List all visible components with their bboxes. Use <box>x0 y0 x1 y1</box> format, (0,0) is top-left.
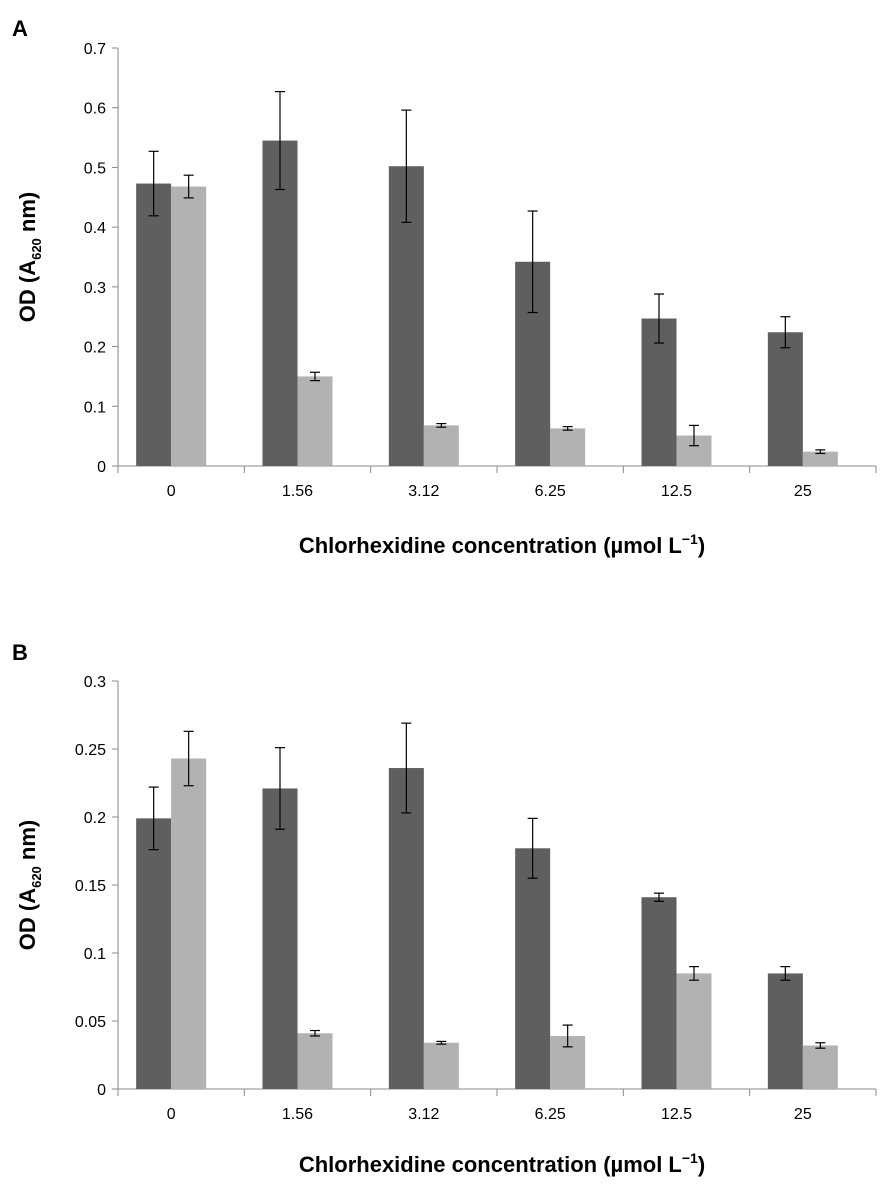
chart-b-x-tick-label: 6.25 <box>535 1106 566 1123</box>
chart-b-bar-series2 <box>676 973 712 1089</box>
chart-b-y-tick-label: 0.15 <box>75 878 106 895</box>
chart-b-bar-series1 <box>262 788 298 1089</box>
chart-a-panel-letter: A <box>12 16 28 41</box>
chart-a-bar-series2 <box>802 451 838 466</box>
chart-a-y-axis-title: OD (A620 nm) <box>15 192 44 322</box>
chart-b-bar-series1 <box>515 848 551 1089</box>
chart-b-x-axis-title: Chlorhexidine concentration (µmol L−1) <box>299 1150 705 1177</box>
chart-panel-a: A 0 0.1 0.2 0.3 0.4 0.5 0.6 0.7 0 1.56 3.12 6.25 12.5… <box>0 0 889 560</box>
chart-b: B 0 0.05 0.1 0.15 0.2 0.25 0.3 0 1.56 3.12 6.25 12.5… <box>12 640 877 1177</box>
chart-a-y-tick-label: 0.1 <box>84 399 106 416</box>
chart-a-x-tick-label: 12.5 <box>661 483 692 500</box>
chart-a-x-tick-label: 25 <box>794 483 812 500</box>
chart-b-y-axis-title: OD (A620 nm) <box>15 820 44 950</box>
chart-panel-b: B 0 0.05 0.1 0.15 0.2 0.25 0.3 0 1.56 3.12 6.25 12.5… <box>0 632 889 1190</box>
chart-b-bar-series1 <box>136 818 172 1089</box>
chart-b-y-tick-label: 0.2 <box>84 810 106 827</box>
chart-a-y-tick-label: 0.2 <box>84 340 106 357</box>
chart-b-bar-series2 <box>171 758 207 1089</box>
chart-a-x-tick-label: 1.56 <box>282 483 313 500</box>
chart-a-bar-series2 <box>297 376 333 466</box>
chart-a-y-tick-label: 0.7 <box>84 41 106 58</box>
chart-a-bar-series2 <box>423 425 459 466</box>
chart-b-bar-series1 <box>388 768 424 1089</box>
chart-a-x-tick-label: 0 <box>167 483 176 500</box>
chart-a-bar-series1 <box>767 332 803 466</box>
chart-b-x-tick-label: 25 <box>794 1106 812 1123</box>
chart-b-bar-series2 <box>297 1033 333 1089</box>
chart-b-y-tick-label: 0.1 <box>84 946 106 963</box>
chart-b-bar-series1 <box>641 897 677 1089</box>
chart-b-y-tick-label: 0.3 <box>84 674 106 691</box>
chart-a-bar-series2 <box>171 186 207 466</box>
chart-a-x-tick-label: 3.12 <box>408 483 439 500</box>
chart-b-x-tick-label: 1.56 <box>282 1106 313 1123</box>
chart-b-panel-letter: B <box>12 640 28 665</box>
chart-b-x-tick-label: 12.5 <box>661 1106 692 1123</box>
chart-a-bar-series2 <box>550 428 586 466</box>
chart-b-x-tick-label: 3.12 <box>408 1106 439 1123</box>
chart-a-bar-series1 <box>262 140 298 467</box>
chart-a-x-tick-label: 6.25 <box>535 483 566 500</box>
chart-a-x-axis-title: Chlorhexidine concentration (µmol L−1) <box>299 531 705 558</box>
chart-a-y-tick-label: 0.5 <box>84 160 106 177</box>
chart-a: A 0 0.1 0.2 0.3 0.4 0.5 0.6 0.7 0 1.56 3.12 6.25 12.5… <box>12 16 877 558</box>
chart-a-y-tick-label: 0 <box>97 459 106 476</box>
chart-b-y-tick-label: 0.05 <box>75 1014 106 1031</box>
chart-b-x-tick-label: 0 <box>167 1106 176 1123</box>
chart-b-bar-series1 <box>767 973 803 1089</box>
chart-a-bar-series1 <box>136 183 172 466</box>
chart-b-bar-series2 <box>423 1042 459 1089</box>
chart-a-y-tick-label: 0.4 <box>84 220 106 237</box>
chart-b-bar-series2 <box>802 1045 838 1089</box>
chart-b-y-tick-label: 0.25 <box>75 742 106 759</box>
chart-a-y-tick-label: 0.3 <box>84 280 106 297</box>
chart-a-y-tick-label: 0.6 <box>84 101 106 118</box>
chart-b-y-tick-label: 0 <box>97 1082 106 1099</box>
